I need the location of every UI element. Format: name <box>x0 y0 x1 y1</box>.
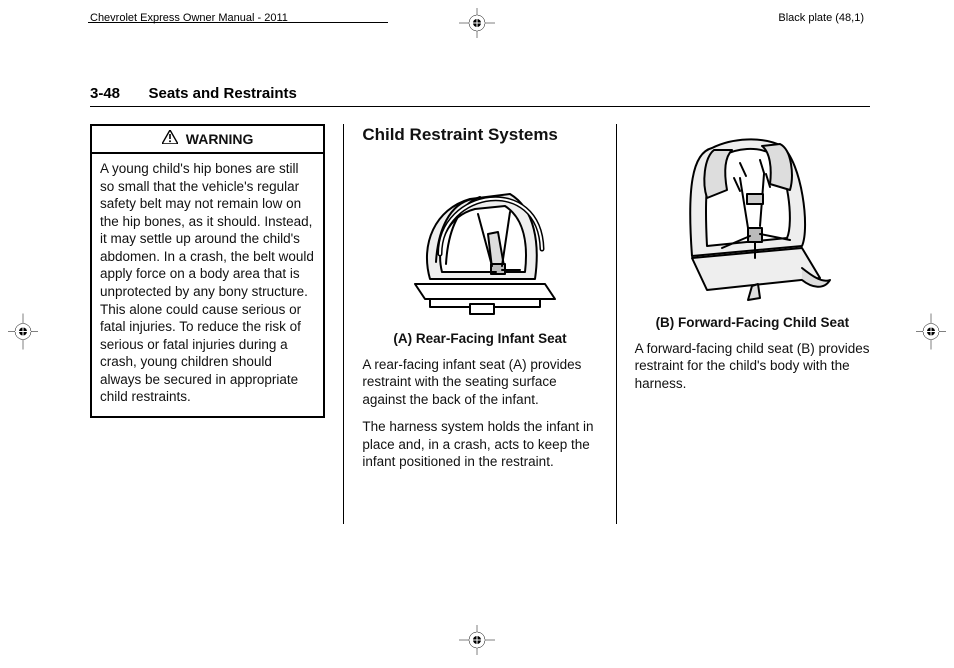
header-rule <box>88 22 388 23</box>
forward-seat-illustration <box>635 128 870 308</box>
crop-mark-left <box>8 309 38 360</box>
caption-a: (A) Rear-Facing Infant Seat <box>362 330 597 348</box>
column-1: WARNING A young child's hip bones are st… <box>90 124 325 524</box>
column-divider-2 <box>616 124 617 524</box>
page-heading: 3-48 Seats and Restraints <box>90 85 870 103</box>
column-3: (B) Forward-Facing Child Seat A forward-… <box>635 124 870 524</box>
infant-seat-illustration <box>362 154 597 324</box>
warning-box: WARNING A young child's hip bones are st… <box>90 124 325 418</box>
caption-b: (B) Forward-Facing Child Seat <box>635 314 870 332</box>
column-2: Child Restraint Systems <box>362 124 597 524</box>
section-title: Seats and Restraints <box>148 85 296 102</box>
content-columns: WARNING A young child's hip bones are st… <box>90 124 870 524</box>
para-a2: The harness system holds the infant in p… <box>362 418 597 471</box>
child-restraint-heading: Child Restraint Systems <box>362 124 597 146</box>
para-b1: A forward-facing child seat (B) provides… <box>635 340 870 393</box>
warning-body: A young child's hip bones are still so s… <box>92 154 323 416</box>
para-a1: A rear-facing infant seat (A) provides r… <box>362 356 597 409</box>
crop-mark-bottom <box>454 625 500 660</box>
plate-label: Black plate (48,1) <box>778 12 864 24</box>
warning-icon <box>162 130 178 148</box>
column-divider-1 <box>343 124 344 524</box>
warning-label: WARNING <box>186 131 254 147</box>
print-header: Chevrolet Express Owner Manual - 2011 Bl… <box>0 12 954 36</box>
page-rule <box>90 106 870 107</box>
warning-header: WARNING <box>92 126 323 154</box>
page-number: 3-48 <box>90 85 120 102</box>
crop-mark-right <box>916 309 946 360</box>
